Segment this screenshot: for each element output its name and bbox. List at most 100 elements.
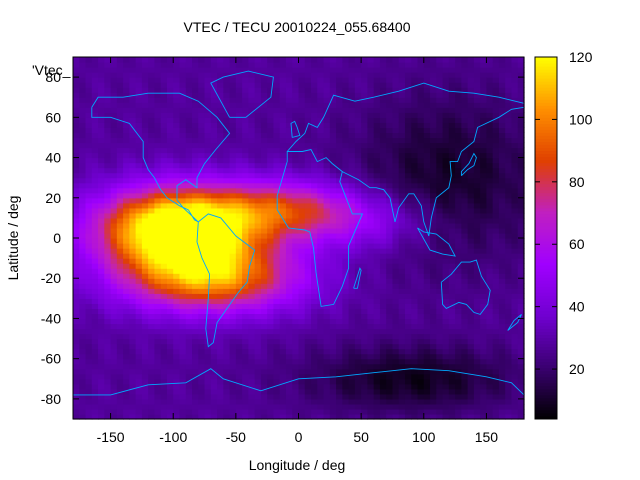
heatmap-cell: [461, 82, 469, 88]
heatmap-cell: [104, 358, 112, 365]
heatmap-cell: [486, 192, 494, 199]
heatmap-cell: [442, 127, 450, 134]
heatmap-cell: [361, 192, 368, 199]
heatmap-cell: [404, 172, 412, 179]
heatmap-cell: [267, 112, 275, 118]
heatmap-cell: [442, 232, 450, 239]
heatmap-cell: [260, 303, 268, 309]
heatmap-cell: [79, 117, 87, 123]
heatmap-cell: [304, 102, 312, 108]
heatmap-cell: [323, 152, 331, 159]
heatmap-cell: [467, 278, 475, 284]
heatmap-cell: [210, 202, 218, 209]
heatmap-cell: [430, 348, 437, 355]
heatmap-cell: [73, 117, 80, 123]
heatmap-cell: [379, 152, 387, 159]
heatmap-cell: [430, 353, 437, 360]
heatmap-cell: [204, 97, 212, 103]
heatmap-cell: [223, 243, 231, 249]
heatmap-cell: [404, 273, 412, 279]
heatmap-cell: [486, 82, 494, 88]
heatmap-cell: [336, 403, 343, 410]
heatmap-cell: [342, 232, 350, 239]
heatmap-cell: [248, 102, 256, 108]
heatmap-cell: [411, 117, 419, 123]
heatmap-cell: [148, 318, 156, 325]
heatmap-cell: [505, 403, 513, 410]
heatmap-cell: [498, 72, 506, 78]
heatmap-cell: [160, 253, 168, 259]
heatmap-cell: [154, 263, 162, 269]
heatmap-cell: [317, 268, 325, 274]
heatmap-cell: [329, 268, 337, 274]
heatmap-cell: [461, 137, 469, 144]
heatmap-cell: [461, 363, 469, 370]
heatmap-cell: [292, 393, 300, 400]
heatmap-cell: [135, 102, 143, 108]
heatmap-cell: [398, 77, 406, 83]
heatmap-cell: [135, 162, 143, 169]
heatmap-cell: [285, 413, 293, 420]
heatmap-cell: [129, 308, 137, 315]
heatmap-cell: [292, 298, 300, 304]
heatmap-cell: [455, 343, 462, 350]
heatmap-cell: [267, 373, 275, 380]
heatmap-cell: [148, 92, 156, 98]
heatmap-cell: [279, 187, 287, 194]
heatmap-cell: [267, 353, 275, 360]
heatmap-cell: [267, 318, 275, 325]
heatmap-cell: [386, 328, 394, 335]
heatmap-cell: [480, 283, 488, 289]
heatmap-cell: [361, 373, 368, 380]
heatmap-cell: [217, 308, 224, 315]
heatmap-cell: [367, 393, 375, 400]
heatmap-cell: [173, 413, 181, 420]
heatmap-cell: [417, 102, 425, 108]
heatmap-cell: [248, 298, 256, 304]
heatmap-cell: [248, 288, 256, 294]
heatmap-cell: [367, 408, 375, 415]
heatmap-cell: [129, 268, 137, 274]
heatmap-cell: [304, 117, 312, 123]
heatmap-cell: [91, 222, 99, 229]
heatmap-cell: [273, 207, 281, 214]
heatmap-cell: [361, 253, 368, 259]
heatmap-cell: [442, 192, 450, 199]
heatmap-cell: [217, 227, 224, 234]
heatmap-cell: [141, 117, 149, 123]
heatmap-cell: [348, 122, 356, 128]
heatmap-cell: [198, 152, 206, 159]
heatmap-cell: [386, 303, 394, 309]
heatmap-cell: [79, 217, 87, 224]
heatmap-cell: [317, 177, 325, 184]
heatmap-cell: [398, 293, 406, 299]
heatmap-cell: [129, 258, 137, 264]
heatmap-cell: [386, 227, 394, 234]
heatmap-cell: [135, 363, 143, 370]
heatmap-cell: [129, 232, 137, 239]
heatmap-cell: [135, 107, 143, 113]
heatmap-cell: [248, 187, 256, 194]
heatmap-cell: [273, 137, 281, 144]
heatmap-cell: [223, 388, 231, 395]
heatmap-cell: [185, 92, 193, 98]
heatmap-cell: [392, 212, 400, 219]
heatmap-cell: [304, 298, 312, 304]
heatmap-cell: [204, 137, 212, 144]
heatmap-cell: [323, 212, 331, 219]
heatmap-cell: [116, 107, 124, 113]
heatmap-cell: [123, 77, 130, 83]
heatmap-cell: [166, 182, 174, 189]
heatmap-cell: [317, 348, 325, 355]
heatmap-cell: [486, 187, 494, 194]
heatmap-cell: [210, 403, 218, 410]
heatmap-cell: [229, 358, 237, 365]
heatmap-cell: [242, 318, 249, 325]
heatmap-cell: [242, 92, 249, 98]
heatmap-cell: [141, 182, 149, 189]
heatmap-cell: [210, 248, 218, 254]
heatmap-cell: [361, 398, 368, 405]
heatmap-cell: [455, 353, 462, 360]
heatmap-cell: [248, 77, 256, 83]
heatmap-cell: [135, 403, 143, 410]
